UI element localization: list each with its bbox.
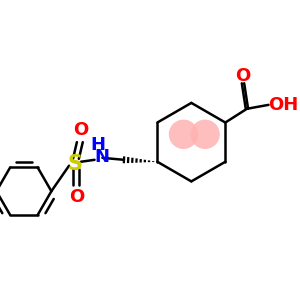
Text: O: O	[73, 122, 88, 140]
Text: O: O	[69, 188, 85, 206]
Ellipse shape	[190, 120, 220, 149]
Ellipse shape	[169, 120, 198, 149]
Text: O: O	[236, 68, 250, 85]
Text: N: N	[94, 148, 109, 166]
Text: S: S	[68, 154, 82, 174]
Text: H: H	[90, 136, 105, 154]
Text: OH: OH	[268, 96, 298, 114]
